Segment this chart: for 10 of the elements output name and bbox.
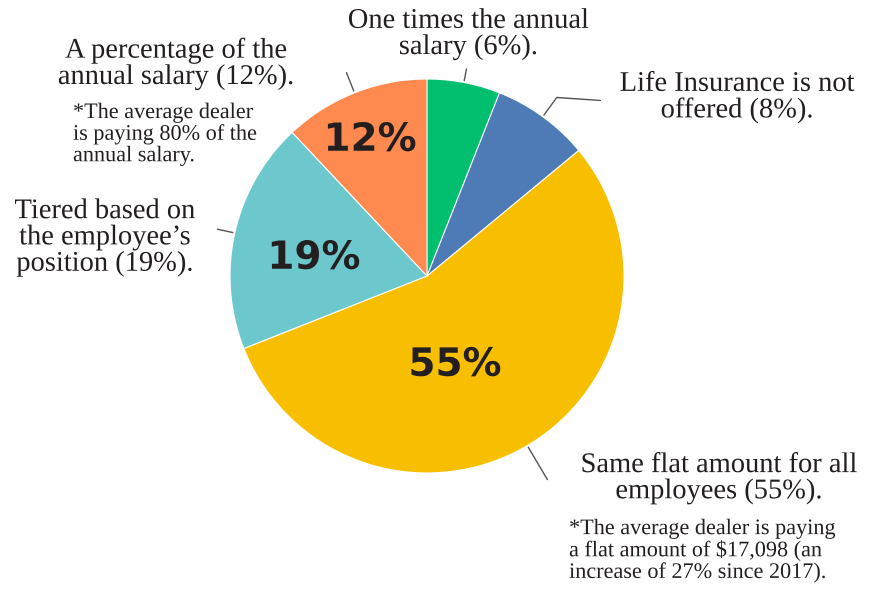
slice-label: Life Insurance is not offered (8%). [620,70,854,124]
slice-label: Same flat amount for all employees (55%). [582,452,857,504]
data-label: 12% [328,122,416,152]
slice-label: Tiered based on the employee’s position (19%). [15,198,195,277]
slice-label: A percentage of the annual salary (12%). [58,38,292,90]
text: *The average dealer is paying a flat amount of $17,098 (an increase of 27% since 2017). [570,518,836,583]
slice-label: One times the annual salary (6%). [348,8,588,60]
data-label: 19% [272,240,360,270]
text: *The average dealer is paying 80% of the annual salary. [73,102,256,166]
data-label: 55% [411,346,500,376]
